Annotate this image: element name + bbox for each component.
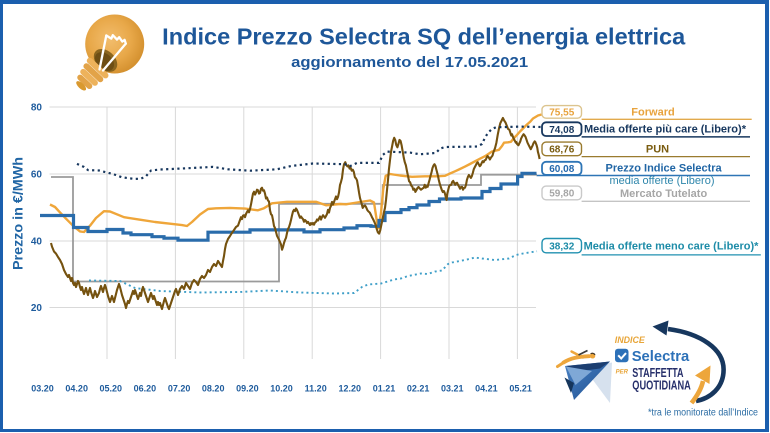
svg-text:60: 60 — [31, 170, 43, 181]
svg-text:38,32: 38,32 — [549, 241, 574, 252]
svg-text:01.21: 01.21 — [373, 384, 396, 394]
svg-text:Forward: Forward — [631, 107, 674, 119]
svg-text:Indice Prezzo Selectra SQ dell: Indice Prezzo Selectra SQ dell’energia e… — [162, 24, 685, 50]
svg-text:03.20: 03.20 — [31, 384, 54, 394]
svg-text:03.21: 03.21 — [441, 384, 464, 394]
svg-text:20: 20 — [31, 303, 43, 314]
svg-text:12.20: 12.20 — [339, 384, 362, 394]
svg-text:Media offerte più care (Libero: Media offerte più care (Libero)* — [584, 124, 747, 136]
svg-text:80: 80 — [31, 103, 43, 114]
svg-text:75,55: 75,55 — [549, 108, 574, 119]
svg-text:05.20: 05.20 — [100, 384, 123, 394]
svg-text:74,08: 74,08 — [549, 125, 574, 136]
svg-text:*tra le monitorate dall’Indice: *tra le monitorate dall’Indice — [648, 408, 758, 419]
svg-text:05.21: 05.21 — [509, 384, 532, 394]
svg-text:11.20: 11.20 — [305, 384, 327, 394]
svg-text:INDICE: INDICE — [615, 335, 646, 345]
svg-text:PUN: PUN — [646, 144, 669, 156]
svg-text:09.20: 09.20 — [236, 384, 259, 394]
svg-text:Mercato Tutelato: Mercato Tutelato — [620, 188, 707, 200]
svg-text:04.21: 04.21 — [475, 384, 498, 394]
svg-text:Prezzo Indice Selectra: Prezzo Indice Selectra — [606, 162, 723, 174]
svg-text:STAFFETTA: STAFFETTA — [632, 366, 683, 380]
svg-text:Media offerte meno care (Liber: Media offerte meno care (Libero)* — [584, 241, 760, 253]
svg-text:Selectra: Selectra — [632, 348, 690, 365]
svg-text:07.20: 07.20 — [168, 384, 191, 394]
svg-text:40: 40 — [31, 237, 43, 248]
svg-text:02.21: 02.21 — [407, 384, 430, 394]
svg-text:Prezzo in €/MWh: Prezzo in €/MWh — [10, 157, 26, 270]
svg-text:QUOTIDIANA: QUOTIDIANA — [632, 378, 691, 392]
svg-text:04.20: 04.20 — [65, 384, 88, 394]
svg-text:aggiornamento del 17.05.2021: aggiornamento del 17.05.2021 — [291, 55, 528, 71]
svg-text:08.20: 08.20 — [202, 384, 225, 394]
svg-text:68,76: 68,76 — [549, 145, 574, 156]
svg-text:PER: PER — [616, 369, 629, 375]
svg-text:media offerte (Libero): media offerte (Libero) — [610, 175, 715, 187]
svg-text:10.20: 10.20 — [270, 384, 293, 394]
svg-text:60,08: 60,08 — [549, 164, 574, 175]
svg-text:59,80: 59,80 — [549, 189, 574, 200]
svg-text:06.20: 06.20 — [134, 384, 157, 394]
